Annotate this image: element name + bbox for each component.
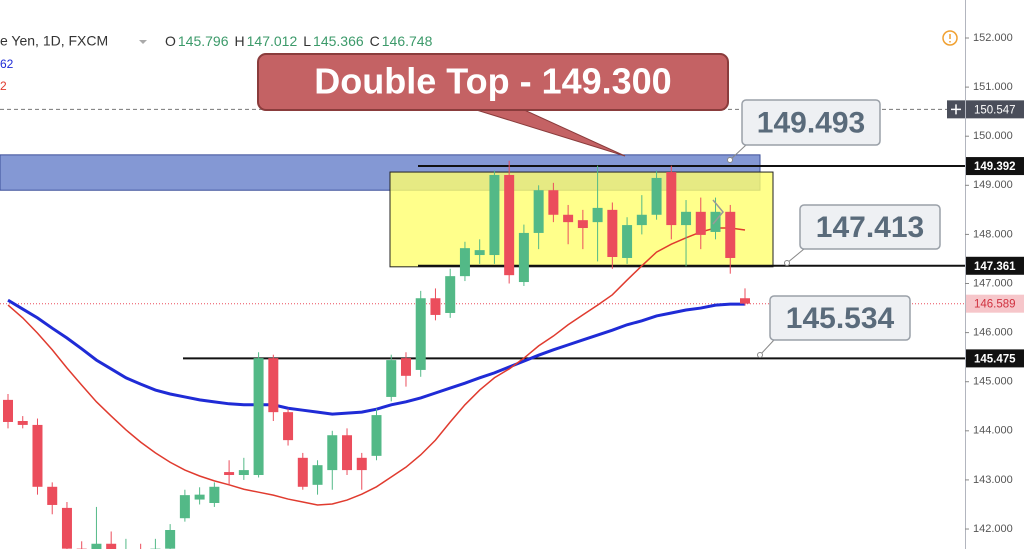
ohlc-key: C bbox=[370, 33, 380, 49]
price-label: 145.534 bbox=[786, 302, 895, 335]
price-label: 149.493 bbox=[757, 106, 865, 139]
candle-body bbox=[489, 175, 499, 255]
candle-body bbox=[622, 225, 632, 258]
y-tick-label: 142.000 bbox=[973, 523, 1013, 535]
y-tick-label: 152.000 bbox=[973, 32, 1013, 44]
candle-body bbox=[32, 425, 42, 487]
crosshair-label: 150.547 bbox=[974, 104, 1016, 116]
candle-body bbox=[209, 487, 219, 503]
price-axis: 142.000 143.000 144.000 145.000 146.000 147.0… bbox=[965, 32, 1024, 535]
y-tick-label: 151.000 bbox=[973, 81, 1013, 93]
candle-body bbox=[519, 233, 529, 282]
level-label: 147.361 bbox=[974, 261, 1016, 273]
candle-body bbox=[313, 465, 323, 485]
candle-body bbox=[254, 358, 264, 475]
indicator-label: 62 bbox=[0, 57, 14, 71]
y-tick-label: 145.000 bbox=[973, 376, 1013, 388]
candle-body bbox=[18, 421, 28, 425]
y-tick-label: 148.000 bbox=[973, 228, 1013, 240]
candle-body bbox=[504, 175, 514, 275]
candle-body bbox=[47, 487, 57, 505]
candle-body bbox=[593, 208, 603, 222]
candle-body bbox=[3, 400, 13, 422]
candle-body bbox=[652, 178, 662, 215]
dropdown-icon bbox=[139, 40, 147, 44]
indicator-label: 2 bbox=[0, 79, 7, 93]
chart-title: e Yen, 1D, FXCM bbox=[0, 33, 108, 49]
label-anchor bbox=[785, 261, 790, 266]
candle-body bbox=[283, 412, 293, 440]
candle-body bbox=[416, 298, 426, 370]
candle-body bbox=[195, 495, 205, 500]
last-price-label: 146.589 bbox=[974, 299, 1016, 311]
candle-body bbox=[666, 172, 676, 225]
ohlc-key: O bbox=[165, 33, 176, 49]
ohlc-value: 145.796 bbox=[178, 33, 229, 49]
y-tick-label: 146.000 bbox=[973, 327, 1013, 339]
label-pointer bbox=[760, 340, 774, 355]
level-label: 149.392 bbox=[974, 161, 1016, 173]
level-label: 145.475 bbox=[974, 353, 1016, 365]
candle-body bbox=[637, 215, 647, 225]
candle-body bbox=[180, 495, 190, 518]
moving-average bbox=[8, 228, 745, 505]
candle-body bbox=[91, 544, 101, 549]
candle-body bbox=[357, 458, 367, 470]
y-tick-label: 143.000 bbox=[973, 474, 1013, 486]
ohlc-key: H bbox=[235, 33, 245, 49]
candle-body bbox=[534, 190, 544, 233]
candle-body bbox=[106, 544, 116, 549]
y-tick-label: 147.000 bbox=[973, 277, 1013, 289]
candle-body bbox=[224, 472, 234, 475]
candle-body bbox=[460, 248, 470, 276]
price-label: 147.413 bbox=[816, 211, 924, 244]
y-tick-label: 144.000 bbox=[973, 425, 1013, 437]
candle-body bbox=[386, 360, 396, 397]
candle-body bbox=[327, 435, 337, 470]
ohlc-value: 146.748 bbox=[382, 33, 433, 49]
y-tick-label: 150.000 bbox=[973, 130, 1013, 142]
candle-body bbox=[430, 298, 440, 315]
callout-pointer bbox=[470, 108, 625, 156]
ohlc-value: 147.012 bbox=[247, 33, 298, 49]
candle-body bbox=[401, 358, 411, 376]
candle-body bbox=[165, 530, 175, 549]
label-anchor bbox=[728, 158, 733, 163]
ohlc-key: L bbox=[303, 33, 311, 49]
candle-body bbox=[563, 215, 573, 222]
candle-body bbox=[548, 190, 558, 215]
candle-body bbox=[372, 415, 382, 456]
ohlc-value: 145.366 bbox=[313, 33, 364, 49]
candle-body bbox=[445, 276, 455, 313]
candle-body bbox=[725, 212, 735, 258]
moving-average bbox=[8, 300, 745, 414]
candle-body bbox=[681, 212, 691, 225]
candle-body bbox=[578, 220, 588, 228]
label-pointer bbox=[787, 249, 804, 263]
candle-body bbox=[740, 298, 750, 303]
candle-body bbox=[696, 212, 706, 235]
candle-body bbox=[62, 508, 72, 549]
candle-body bbox=[475, 250, 485, 255]
candle-body bbox=[239, 470, 249, 475]
candle-body bbox=[298, 458, 308, 487]
y-tick-label: 149.000 bbox=[973, 179, 1013, 191]
label-anchor bbox=[758, 353, 763, 358]
candle-body bbox=[268, 358, 278, 412]
candle-body bbox=[607, 210, 617, 257]
callout-text: Double Top - 149.300 bbox=[314, 61, 671, 102]
candle-body bbox=[342, 435, 352, 470]
